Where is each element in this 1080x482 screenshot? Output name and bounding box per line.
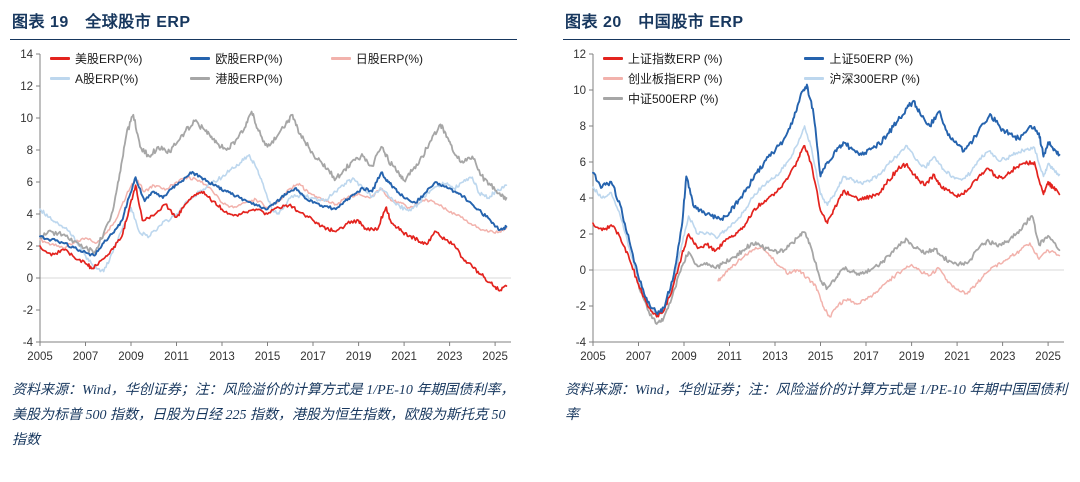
svg-text:-4: -4	[23, 337, 34, 349]
legend-item: 中证500ERP (%)	[603, 90, 722, 107]
svg-text:2011: 2011	[717, 351, 742, 363]
china-erp-legend: 上证指数ERP (%) 上证50ERP (%) 创业板指ERP (%) 沪深300ER…	[603, 50, 920, 107]
legend-item: 上证指数ERP (%)	[603, 50, 722, 67]
global-erp-legend: 美股ERP(%) 欧股ERP(%) 日股ERP(%) A股ERP(%) 港股ERP(%)	[50, 50, 423, 87]
legend-label: 港股ERP(%)	[215, 72, 283, 86]
figure-20-title-rule	[563, 39, 1070, 40]
svg-text:10: 10	[573, 85, 586, 97]
svg-text:2017: 2017	[853, 351, 879, 363]
svg-text:2: 2	[580, 229, 586, 241]
erp-chart-svg: -4 -2 0 2 4 6 8 10 12 2005 2007 2009 2011 2013 2015 201…	[573, 49, 1064, 363]
legend-item: 日股ERP(%)	[330, 50, 424, 67]
svg-text:8: 8	[580, 121, 586, 133]
svg-text:10: 10	[20, 113, 33, 125]
svg-text:2: 2	[27, 241, 33, 253]
legend-item: 欧股ERP(%)	[190, 50, 283, 67]
legend-item: 美股ERP(%)	[50, 50, 142, 67]
legend-label: 创业板指ERP (%)	[628, 72, 723, 86]
svg-text:2017: 2017	[300, 351, 326, 363]
svg-text:2013: 2013	[762, 351, 788, 363]
global-erp-chart: 美股ERP(%) 欧股ERP(%) 日股ERP(%) A股ERP(%) 港股ERP(%)…	[10, 44, 517, 366]
svg-text:2025: 2025	[482, 351, 508, 363]
figure-19-source-note: 资料来源：Wind，华创证券；注：风险溢价的计算方式是 1/PE-10 年期国债…	[12, 383, 515, 449]
legend-label: 日股ERP(%)	[355, 52, 424, 66]
legend-line-swatch	[804, 77, 825, 80]
figure-20-title: 图表 20 中国股市 ERP	[565, 14, 744, 31]
legend-line-swatch	[190, 77, 211, 80]
svg-text:0: 0	[580, 265, 586, 277]
legend-line-swatch	[330, 57, 351, 60]
figure-19-title-rule	[10, 39, 517, 40]
svg-text:2011: 2011	[164, 351, 189, 363]
legend-line-swatch	[603, 57, 623, 60]
legend-line-swatch	[190, 57, 211, 60]
svg-text:2021: 2021	[391, 351, 417, 363]
figure-19-panel: 图表 19 全球股市 ERP 美股ERP(%) 欧股ERP(%) 日股ERP(%) A…	[10, 4, 517, 454]
svg-text:2023: 2023	[437, 351, 463, 363]
svg-text:12: 12	[573, 49, 586, 61]
svg-text:2013: 2013	[209, 351, 235, 363]
legend-line-swatch	[50, 57, 70, 60]
svg-text:8: 8	[27, 145, 33, 157]
svg-text:2021: 2021	[944, 351, 970, 363]
svg-text:-4: -4	[576, 337, 587, 349]
figures-row: 图表 19 全球股市 ERP 美股ERP(%) 欧股ERP(%) 日股ERP(%) A…	[10, 4, 1070, 454]
svg-text:2009: 2009	[671, 351, 697, 363]
legend-line-swatch	[804, 57, 825, 60]
figure-20-panel: 图表 20 中国股市 ERP 上证指数ERP (%) 上证50ERP (%) 创业板…	[563, 4, 1070, 454]
legend-label: 上证50ERP (%)	[829, 52, 914, 66]
figure-20-source-note: 资料来源：Wind，华创证券；注：风险溢价的计算方式是 1/PE-10 年期中国…	[565, 383, 1068, 424]
legend-item: A股ERP(%)	[50, 70, 142, 87]
global-erp-plot: -4 -2 0 2 4 6 8 10 12 14 2005 2007 2009 2011 2013 2015 2…	[10, 44, 517, 366]
svg-text:2005: 2005	[580, 351, 606, 363]
svg-text:4: 4	[27, 209, 34, 221]
svg-text:2015: 2015	[255, 351, 281, 363]
legend-line-swatch	[603, 77, 623, 80]
svg-text:2019: 2019	[899, 351, 925, 363]
legend-line-swatch	[50, 77, 70, 80]
svg-text:-2: -2	[576, 301, 586, 313]
svg-text:6: 6	[27, 177, 33, 189]
china-erp-chart: 上证指数ERP (%) 上证50ERP (%) 创业板指ERP (%) 沪深300ER…	[563, 44, 1070, 366]
svg-text:2009: 2009	[118, 351, 144, 363]
legend-label: 沪深300ERP (%)	[829, 72, 920, 86]
china-erp-plot: -4 -2 0 2 4 6 8 10 12 2005 2007 2009 2011 2013 2015 201…	[563, 44, 1070, 366]
legend-label: 上证指数ERP (%)	[628, 52, 723, 66]
legend-item: 创业板指ERP (%)	[603, 70, 722, 87]
legend-label: 中证500ERP (%)	[628, 92, 719, 106]
legend-label: A股ERP(%)	[75, 72, 139, 86]
svg-text:2019: 2019	[346, 351, 372, 363]
legend-label: 美股ERP(%)	[75, 52, 143, 66]
legend-item: 沪深300ERP (%)	[804, 70, 920, 87]
erp-chart-svg: -4 -2 0 2 4 6 8 10 12 14 2005 2007 2009 2011 2013 2015 2…	[20, 49, 511, 363]
legend-label: 欧股ERP(%)	[215, 52, 283, 66]
svg-text:14: 14	[20, 49, 33, 61]
figure-19-title: 图表 19 全球股市 ERP	[12, 14, 191, 31]
svg-text:2015: 2015	[808, 351, 834, 363]
svg-text:12: 12	[20, 81, 33, 93]
svg-text:2005: 2005	[27, 351, 53, 363]
legend-item: 港股ERP(%)	[190, 70, 283, 87]
legend-line-swatch	[603, 97, 623, 100]
svg-text:6: 6	[580, 157, 586, 169]
svg-text:0: 0	[27, 273, 33, 285]
svg-text:2025: 2025	[1035, 351, 1061, 363]
svg-text:2023: 2023	[990, 351, 1016, 363]
svg-text:-2: -2	[23, 305, 33, 317]
svg-text:2007: 2007	[73, 351, 99, 363]
svg-text:2007: 2007	[626, 351, 652, 363]
svg-text:4: 4	[580, 193, 587, 205]
legend-item: 上证50ERP (%)	[804, 50, 919, 67]
